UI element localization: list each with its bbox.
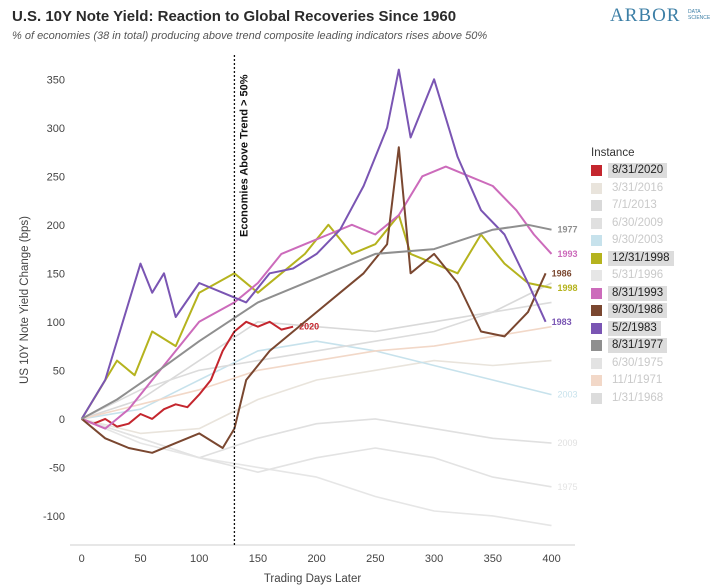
legend-label: 5/2/1983 (608, 320, 661, 336)
legend-label: 7/1/2013 (612, 199, 657, 212)
legend-swatch (591, 217, 602, 229)
y-tick-label: -50 (49, 462, 65, 474)
legend-label: 11/1/1971 (612, 374, 663, 387)
series-end-label: 1986 (552, 268, 572, 278)
legend-item[interactable]: 11/1/1971 (591, 372, 711, 390)
legend-label: 6/30/2009 (612, 216, 664, 229)
series-end-label: 1993 (558, 249, 578, 259)
legend-swatch (591, 270, 602, 282)
legend-item[interactable]: 7/1/2013 (591, 197, 711, 215)
legend-swatch (591, 340, 602, 352)
legend-item[interactable]: 6/30/2009 (591, 215, 711, 233)
legend-label: 6/30/1975 (612, 356, 664, 369)
y-tick-label: -100 (43, 511, 65, 523)
y-tick-label: 150 (47, 268, 65, 280)
legend: Instance 8/31/2020 3/31/2016 7/1/2013 6/30/… (591, 147, 711, 407)
series-line-8-31-2020 (81, 320, 294, 428)
legend-label: 9/30/1986 (608, 303, 668, 319)
legend-swatch (591, 165, 602, 177)
legend-swatch (591, 375, 602, 387)
series-line-8-31-1993 (81, 165, 553, 430)
y-tick-label: 100 (47, 317, 65, 329)
legend-label: 1/31/1968 (612, 391, 664, 404)
legend-item[interactable]: 6/30/1975 (591, 355, 711, 373)
legend-swatch (591, 322, 602, 334)
legend-item[interactable]: 9/30/1986 (591, 302, 711, 320)
legend-swatch (591, 392, 602, 404)
legend-item[interactable]: 9/30/2003 (591, 232, 711, 250)
legend-item[interactable]: 8/31/1977 (591, 337, 711, 355)
series-line-5-2-1983 (80, 68, 547, 420)
x-tick-label: 400 (542, 553, 560, 565)
y-tick-label: 50 (53, 365, 65, 377)
legend-label: 3/31/2016 (612, 181, 664, 194)
legend-label: 5/31/1996 (612, 269, 664, 282)
series-line-3-31-2016 (81, 359, 552, 435)
x-tick-label: 50 (134, 553, 146, 565)
x-tick-label: 250 (366, 553, 384, 565)
series-end-label: 2009 (558, 438, 578, 448)
series-line-6-30-1975 (81, 418, 552, 488)
legend-label: 8/31/2020 (608, 163, 668, 179)
legend-item[interactable]: 8/31/2020 (591, 162, 711, 180)
y-tick-label: 350 (47, 74, 65, 86)
x-axis-title: Trading Days Later (264, 573, 362, 585)
x-tick-label: 350 (484, 553, 502, 565)
legend-item[interactable]: 5/31/1996 (591, 267, 711, 285)
series-line-12-31-1998 (80, 214, 552, 420)
chart-title: U.S. 10Y Note Yield: Reaction to Global … (12, 8, 457, 25)
x-tick-label: 100 (190, 553, 208, 565)
series-end-label: 2003 (558, 390, 578, 400)
series-line-1-31-1968 (81, 301, 552, 420)
legend-label: 8/31/1993 (608, 285, 668, 301)
legend-label: 8/31/1977 (608, 338, 668, 354)
legend-swatch (591, 252, 602, 264)
legend-label: 12/31/1998 (608, 250, 674, 266)
logo-subtext: DATA SCIENCE (688, 9, 711, 21)
annotation-text: Economies Above Trend > 50% (238, 74, 250, 237)
y-tick-label: 250 (47, 171, 65, 183)
legend-title: Instance (591, 147, 635, 159)
series-line-5-31-1996 (81, 418, 552, 527)
legend-label: 9/30/2003 (612, 234, 664, 247)
legend-swatch (591, 182, 602, 194)
y-tick-label: 200 (47, 220, 65, 232)
legend-swatch (591, 200, 602, 212)
x-tick-label: 300 (425, 553, 443, 565)
legend-item[interactable]: 5/2/1983 (591, 320, 711, 338)
chart-subtitle: % of economies (38 in total) producing a… (12, 30, 488, 42)
legend-item[interactable]: 3/31/2016 (591, 180, 711, 198)
legend-item[interactable]: 12/31/1998 (591, 250, 711, 268)
series-end-label: 2020 (299, 322, 319, 332)
legend-swatch (591, 235, 602, 247)
x-tick-label: 0 (79, 553, 85, 565)
y-axis-title: US 10Y Note Yield Change (bps) (19, 216, 31, 384)
series-end-label: 1975 (558, 482, 578, 492)
y-tick-label: 0 (59, 414, 65, 426)
arbor-logo: ARBOR DATA SCIENCE (610, 5, 710, 27)
y-tick-label: 300 (47, 123, 65, 135)
series-line-8-31-1977 (81, 223, 552, 420)
series-end-label: 1983 (552, 317, 572, 327)
legend-swatch (591, 305, 602, 317)
series-end-label: 1998 (558, 283, 578, 293)
series-line-9-30-1986 (81, 146, 547, 454)
legend-swatch (591, 287, 602, 299)
logo-text: ARBOR (610, 5, 681, 26)
legend-item[interactable]: 8/31/1993 (591, 285, 711, 303)
legend-swatch (591, 357, 602, 369)
series-end-label: 1977 (558, 225, 578, 235)
x-tick-label: 150 (249, 553, 267, 565)
x-tick-label: 200 (307, 553, 325, 565)
series-line-11-1-1971 (81, 325, 552, 420)
legend-item[interactable]: 1/31/1968 (591, 390, 711, 408)
